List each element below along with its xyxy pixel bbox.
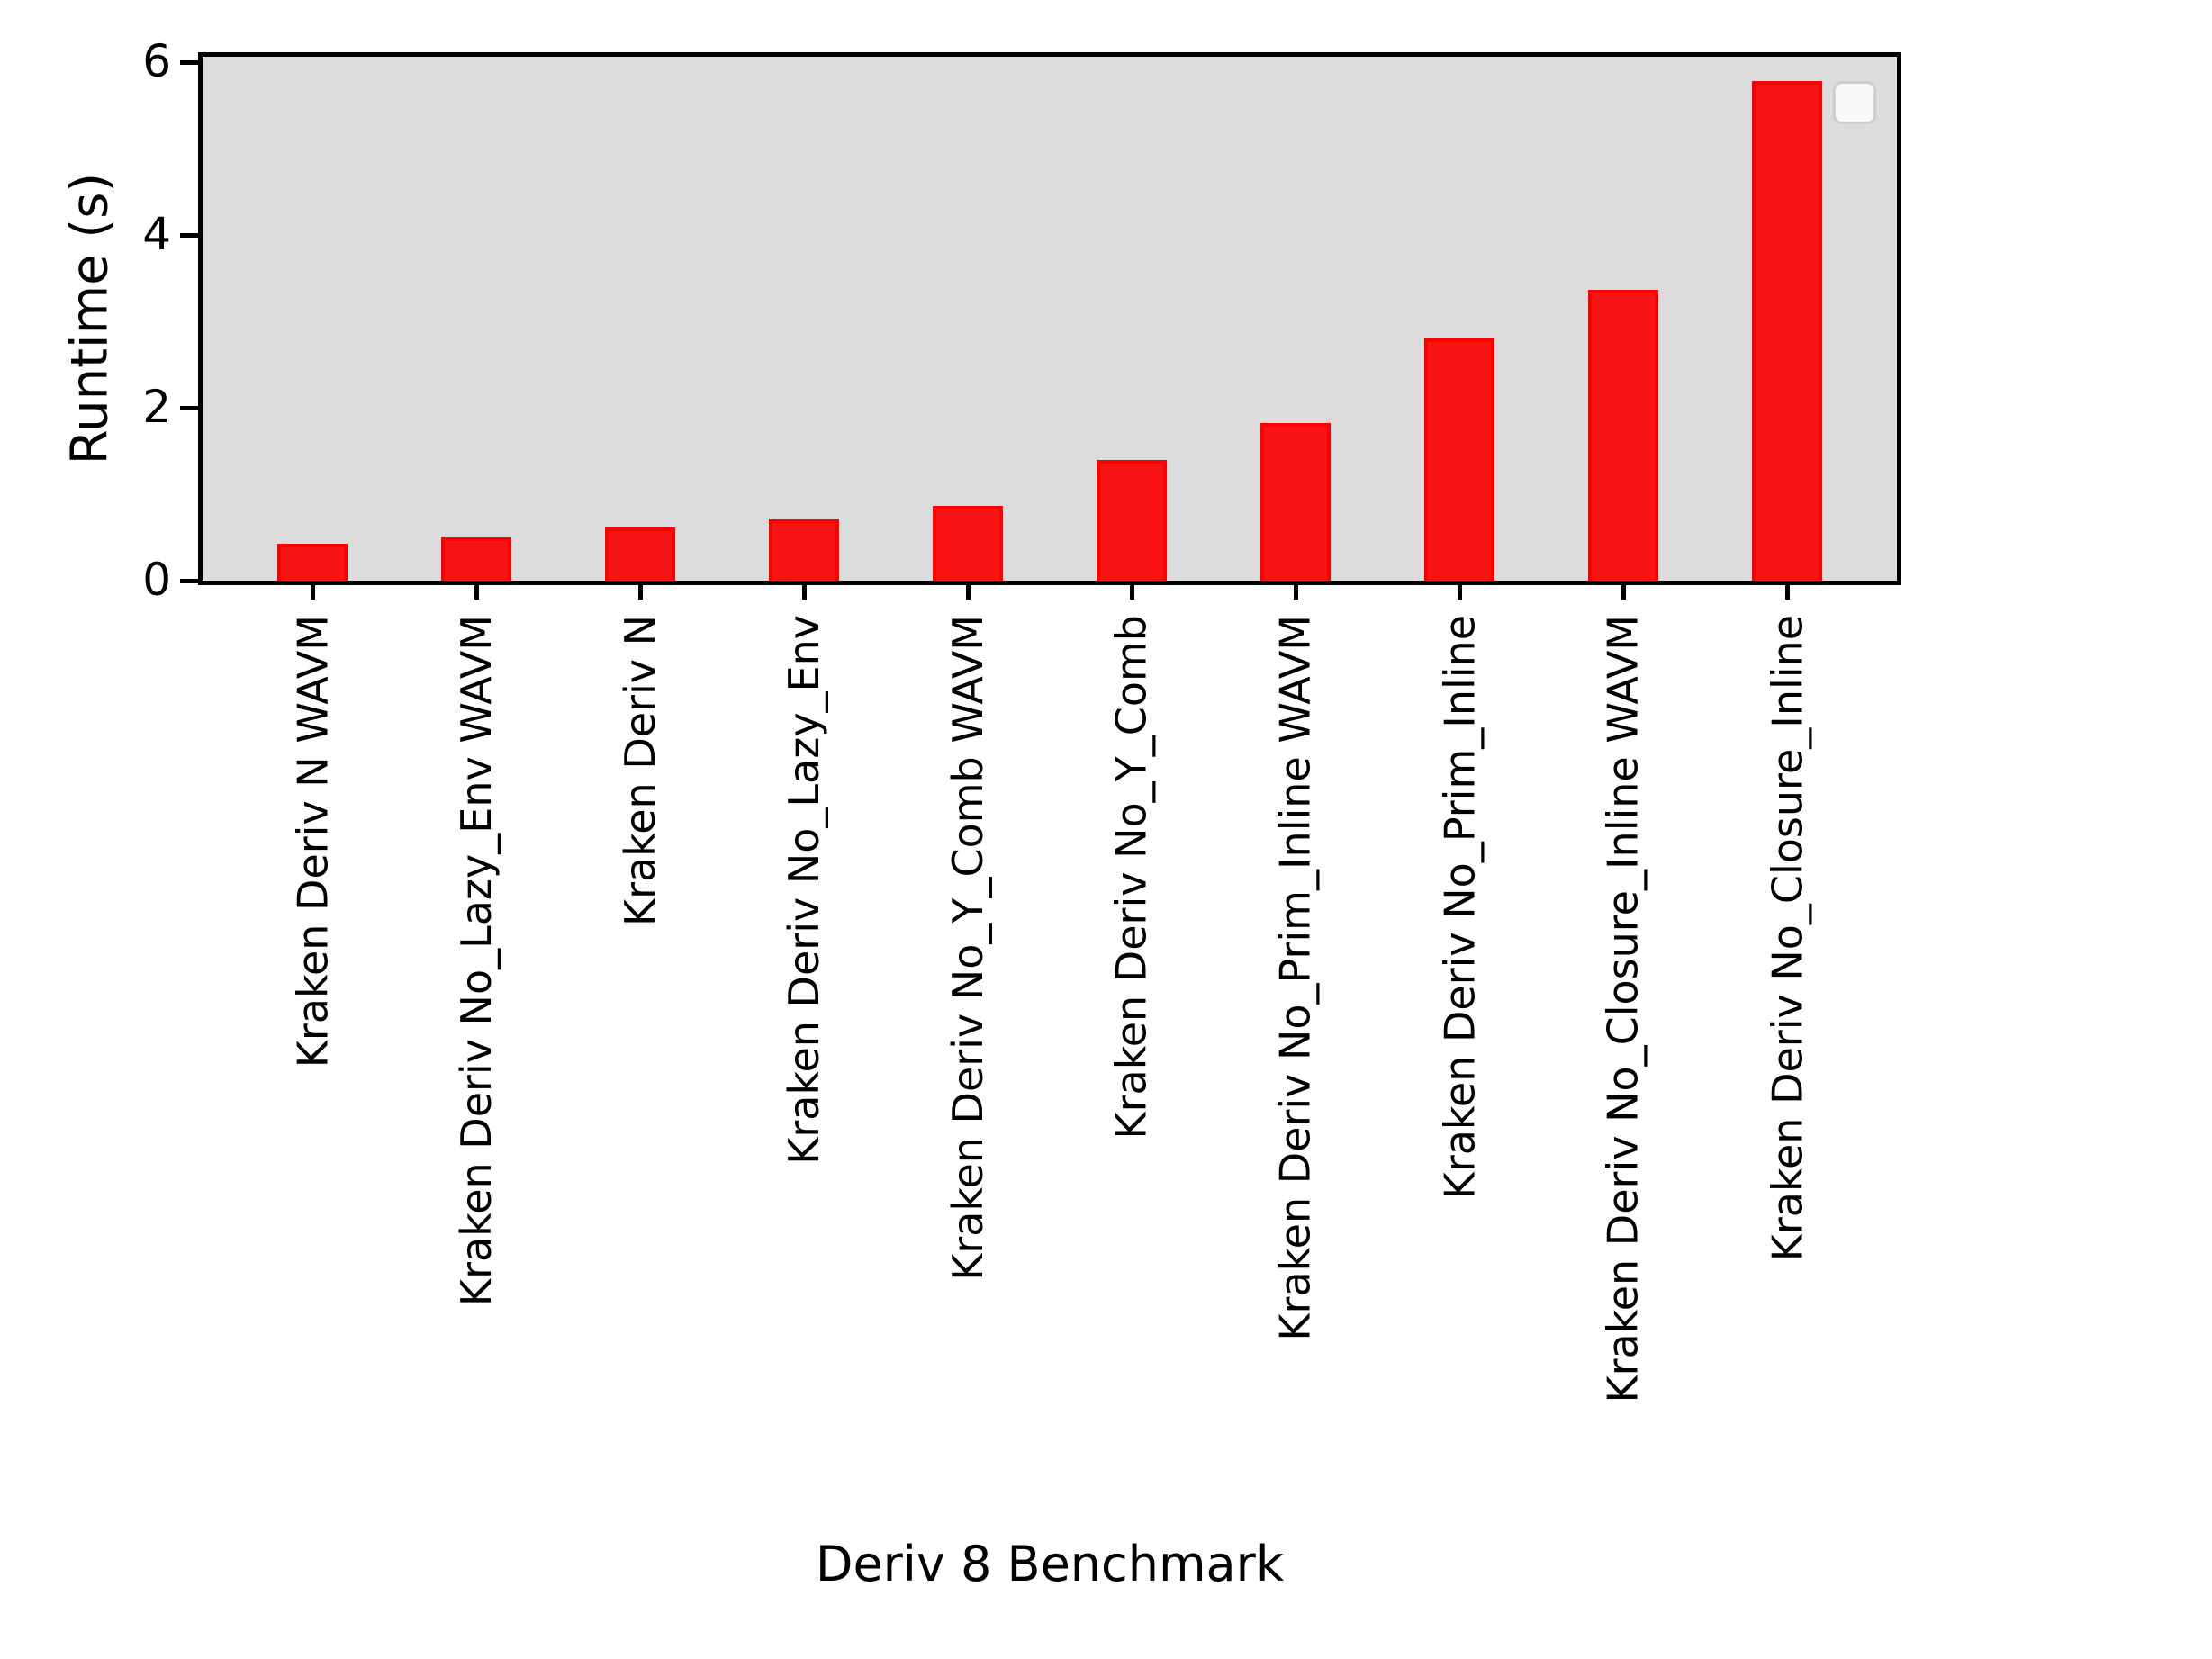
x-category-label-9: Kraken Deriv No_Closure_Inline WAVM — [1599, 615, 1648, 1403]
y-tick-mark-4 — [180, 232, 198, 238]
bar-5 — [933, 506, 1003, 581]
x-tick-mark-5 — [965, 585, 971, 600]
y-tick-mark-6 — [180, 59, 198, 65]
x-tick-mark-9 — [1621, 585, 1626, 600]
x-tick-mark-10 — [1784, 585, 1790, 600]
y-axis-label: Runtime (s) — [60, 172, 120, 465]
x-category-label-6: Kraken Deriv No_Y_Comb — [1107, 615, 1156, 1140]
bar-3 — [605, 527, 675, 581]
y-tick-mark-2 — [180, 405, 198, 410]
bar-9 — [1588, 290, 1658, 581]
y-tick-mark-0 — [180, 578, 198, 583]
legend-box — [1833, 81, 1876, 124]
x-tick-mark-3 — [637, 585, 643, 600]
x-category-label-10: Kraken Deriv No_Closure_Inline — [1763, 615, 1811, 1262]
bar-8 — [1424, 338, 1494, 581]
bar-10 — [1752, 81, 1822, 581]
x-tick-mark-8 — [1457, 585, 1462, 600]
bar-6 — [1097, 460, 1167, 581]
x-axis-label: Deriv 8 Benchmark — [815, 1536, 1285, 1592]
x-category-label-3: Kraken Deriv N — [616, 615, 664, 927]
x-tick-mark-7 — [1293, 585, 1298, 600]
plot-area — [198, 52, 1901, 585]
bar-1 — [277, 544, 348, 581]
x-tick-mark-2 — [474, 585, 479, 600]
x-category-label-1: Kraken Deriv N WAVM — [288, 615, 337, 1068]
x-tick-mark-4 — [801, 585, 807, 600]
bar-7 — [1260, 423, 1331, 581]
y-tick-label-6: 6 — [142, 34, 171, 87]
bar-2 — [441, 537, 511, 581]
y-tick-label-0: 0 — [142, 553, 171, 606]
x-category-label-2: Kraken Deriv No_Lazy_Env WAVM — [452, 615, 501, 1307]
x-tick-mark-6 — [1129, 585, 1134, 600]
y-tick-label-4: 4 — [142, 207, 171, 260]
bar-4 — [769, 519, 839, 581]
y-tick-label-2: 2 — [142, 380, 171, 433]
x-tick-mark-1 — [310, 585, 315, 600]
x-category-label-7: Kraken Deriv No_Prim_Inline WAVM — [1271, 615, 1320, 1341]
x-category-label-5: Kraken Deriv No_Y_Comb WAVM — [943, 615, 992, 1281]
x-category-label-8: Kraken Deriv No_Prim_Inline — [1435, 615, 1484, 1200]
x-category-label-4: Kraken Deriv No_Lazy_Env — [780, 615, 828, 1165]
